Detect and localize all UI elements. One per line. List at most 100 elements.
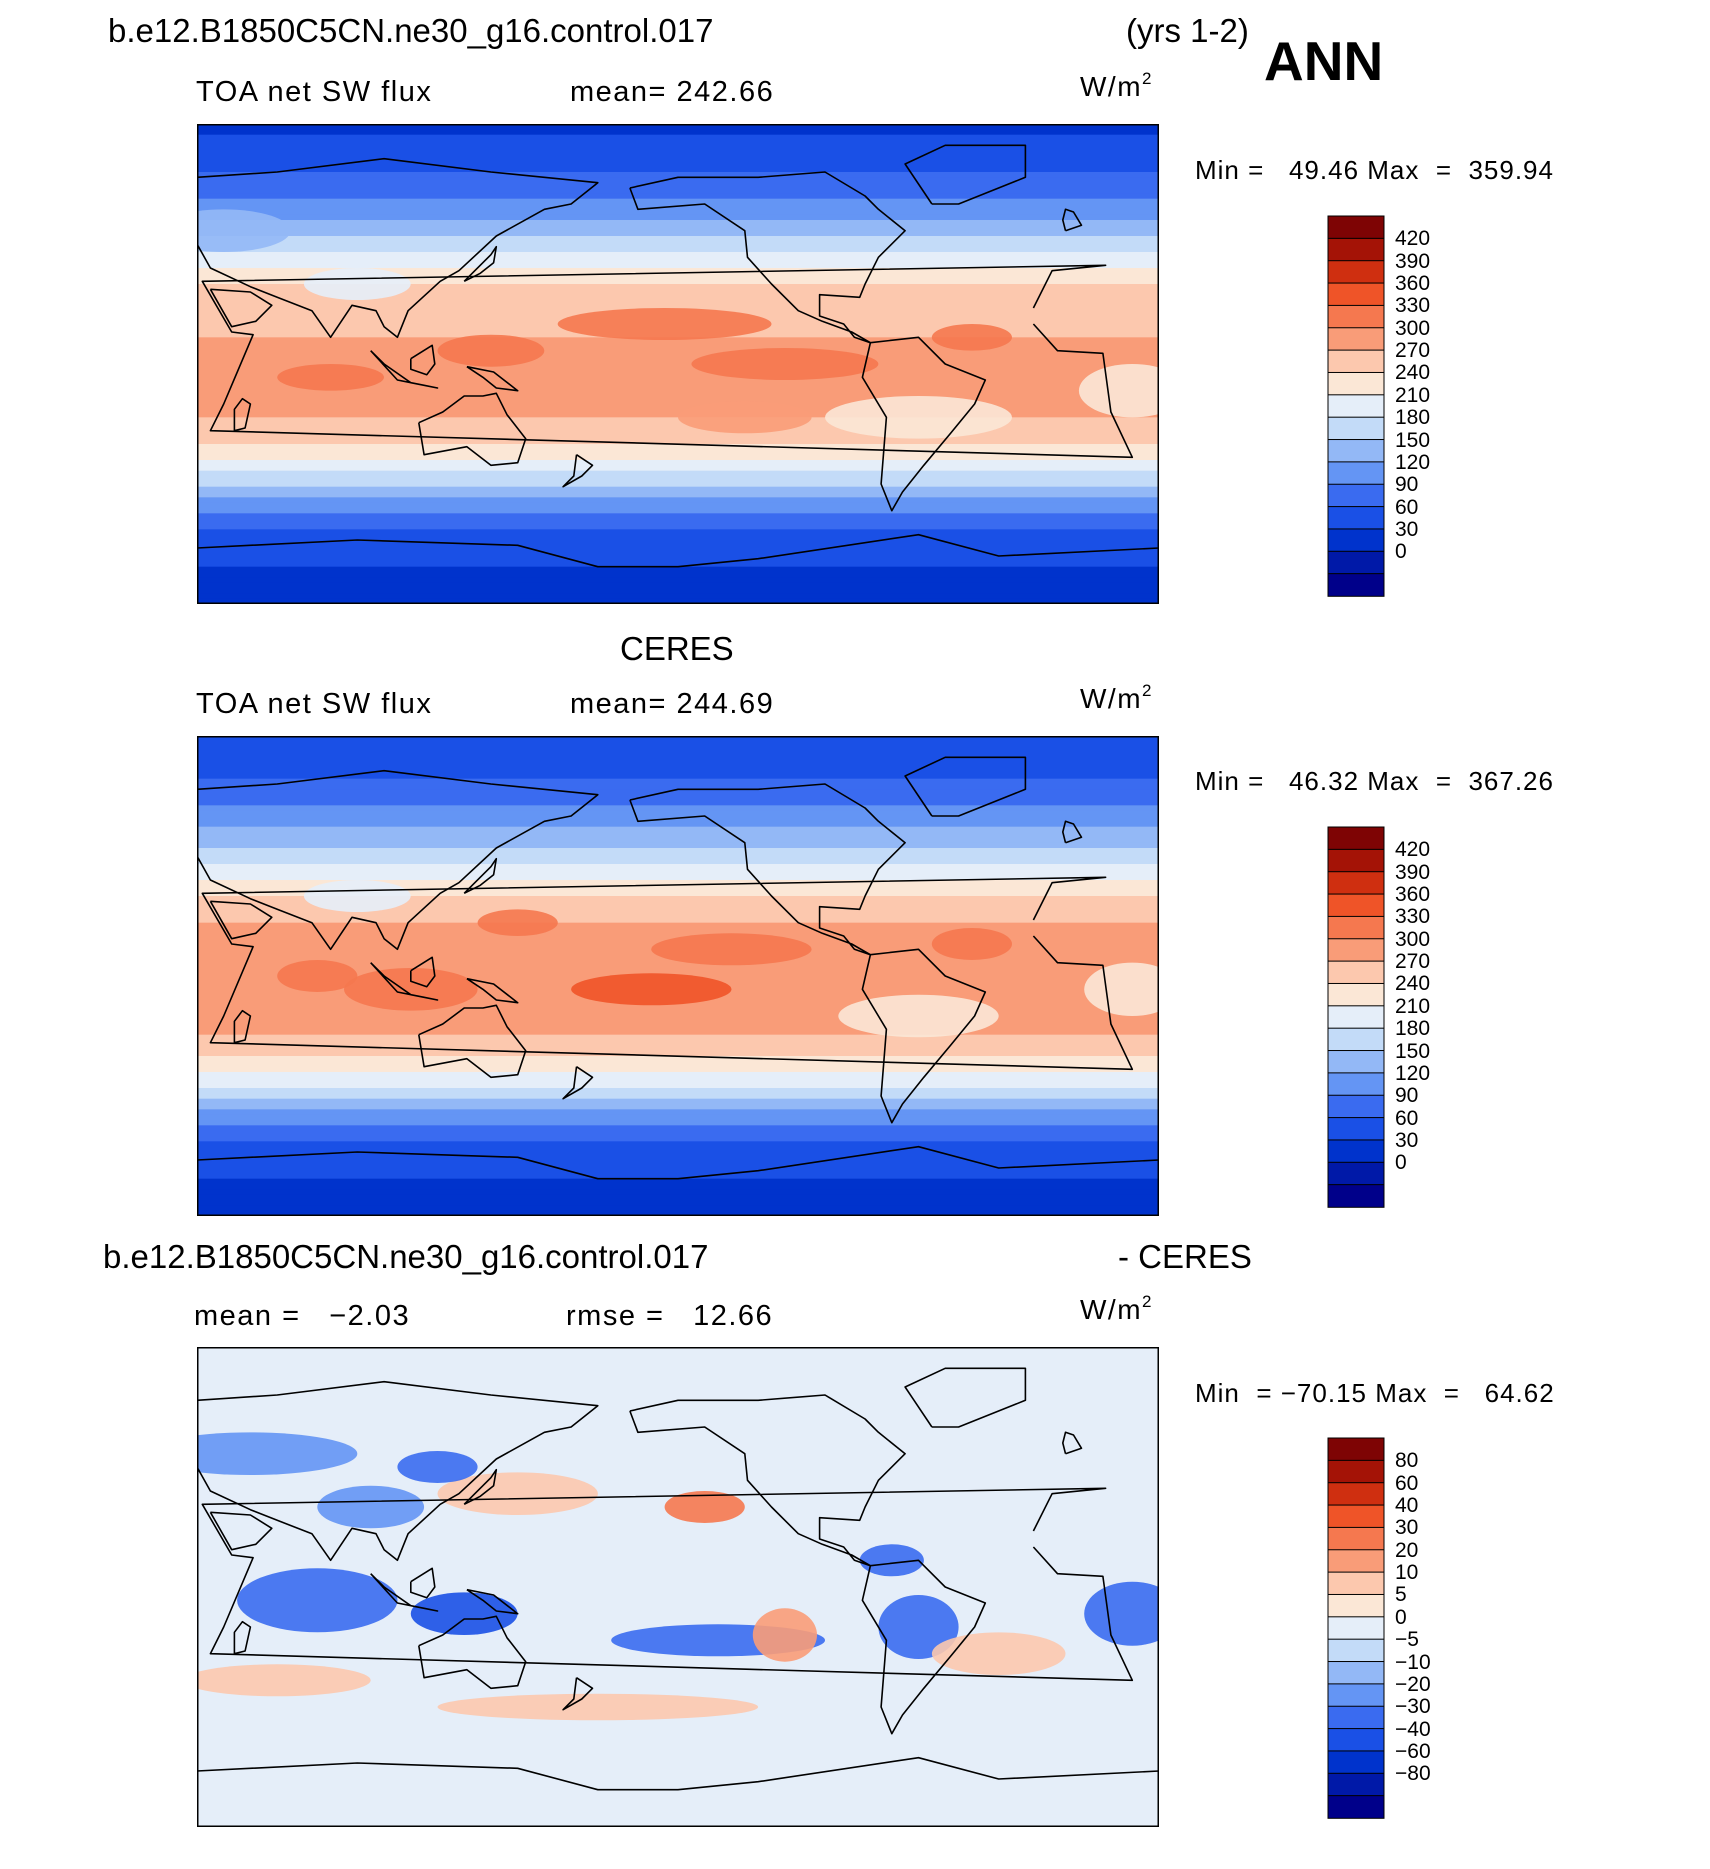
coastline	[629, 783, 906, 956]
map-field-patch	[571, 973, 732, 1006]
colorbar-tick-label: 40	[1395, 1494, 1419, 1518]
map-band	[197, 353, 1159, 360]
colorbar-tick-label: 390	[1395, 860, 1431, 884]
map-band	[197, 561, 1159, 568]
map-band	[197, 1194, 1159, 1201]
map-band	[197, 794, 1159, 801]
colorbar-box	[1327, 371, 1385, 396]
map-band	[197, 492, 1159, 498]
map-band	[197, 805, 1159, 812]
colorbar-box	[1327, 1050, 1385, 1074]
map-field-patch	[878, 1595, 959, 1659]
map-band	[197, 566, 1159, 573]
colorbar-box	[1327, 1161, 1385, 1186]
map-band	[197, 1173, 1159, 1180]
coastline	[861, 1559, 987, 1735]
colorbar-box	[1327, 1117, 1385, 1141]
colorbar-box	[1327, 260, 1385, 284]
map-band	[197, 348, 1159, 354]
coastline	[233, 1009, 252, 1044]
map-band	[197, 965, 1159, 972]
colorbar-tick-label: 300	[1395, 927, 1431, 951]
coastline	[197, 1756, 1159, 1791]
map-field-patch	[651, 933, 812, 966]
colorbar-box	[1327, 1593, 1385, 1618]
colorbar-tick-label: 330	[1395, 905, 1431, 929]
map-band	[197, 1152, 1159, 1158]
colorbar-box	[1327, 528, 1385, 553]
coastline	[904, 756, 1027, 817]
map-band	[197, 438, 1159, 445]
map-band	[197, 800, 1159, 806]
colorbar-tick-label: 360	[1395, 883, 1431, 907]
map-band	[197, 928, 1159, 934]
map-band	[197, 970, 1159, 977]
map-band	[197, 380, 1159, 386]
colorbar-box	[1327, 550, 1385, 575]
map-band	[197, 134, 1159, 141]
map-band	[197, 1002, 1159, 1009]
colorbar-box	[1327, 982, 1385, 1007]
map-band	[197, 1130, 1159, 1137]
colorbar-box	[1327, 1549, 1385, 1573]
panel2-variable-label: TOA net SW flux	[196, 688, 433, 720]
map-band	[197, 412, 1159, 418]
map-band	[197, 1157, 1159, 1164]
map-field-patch	[317, 1485, 425, 1529]
coastline	[1062, 208, 1083, 232]
map-band	[197, 1178, 1159, 1185]
coastline	[233, 397, 252, 432]
coastline	[1062, 820, 1083, 844]
coastline	[463, 245, 498, 283]
map-band	[197, 896, 1159, 902]
map-band	[197, 150, 1159, 157]
colorbar-tick-label: 90	[1395, 1084, 1419, 1108]
panel1-map	[197, 124, 1159, 604]
coastline	[197, 157, 599, 339]
map-band	[197, 428, 1159, 434]
coastline	[562, 1677, 594, 1711]
colorbar-tick-label: 150	[1395, 428, 1431, 452]
map-band	[197, 444, 1159, 450]
coastline	[410, 1567, 436, 1599]
map-band	[197, 821, 1159, 828]
map-band	[197, 193, 1159, 200]
colorbar-box	[1327, 1683, 1385, 1708]
map-field-patch	[691, 348, 879, 380]
map-band	[197, 524, 1159, 530]
map-band	[197, 880, 1159, 886]
colorbar-tick-label: 240	[1395, 972, 1431, 996]
colorbar-box	[1327, 893, 1385, 918]
map-band	[197, 1072, 1159, 1078]
map-band	[197, 577, 1159, 584]
map-field-patch	[397, 1451, 478, 1483]
panel1-variable-label: TOA net SW flux	[196, 76, 433, 108]
colorbar-tick-label: 240	[1395, 361, 1431, 385]
colorbar-tick-label: −40	[1395, 1717, 1431, 1741]
map-band	[197, 172, 1159, 178]
map-band	[197, 556, 1159, 562]
map-band	[197, 588, 1159, 594]
coastline	[410, 344, 436, 376]
map-field-patch	[825, 396, 1012, 439]
map-band	[197, 204, 1159, 210]
map-band	[197, 773, 1159, 780]
colorbar-tick-label: 210	[1395, 383, 1431, 407]
coastline	[466, 1588, 519, 1615]
coastline	[629, 1394, 906, 1567]
map-band	[197, 933, 1159, 940]
map-band	[197, 789, 1159, 796]
colorbar-tick-label: 300	[1395, 316, 1431, 340]
colorbar-tick-label: 0	[1395, 540, 1407, 564]
panel2-map	[197, 736, 1159, 1216]
colorbar-box	[1327, 960, 1385, 985]
map-field-patch	[197, 209, 291, 252]
map-band	[197, 177, 1159, 184]
colorbar-box	[1327, 938, 1385, 962]
map-band	[197, 1205, 1159, 1212]
colorbar-tick-label: 60	[1395, 495, 1419, 519]
map-band	[197, 140, 1159, 146]
map-frame	[197, 124, 1159, 604]
colorbar-box	[1327, 1072, 1385, 1097]
panel3-mean-label: mean = −2.03	[194, 1300, 411, 1332]
